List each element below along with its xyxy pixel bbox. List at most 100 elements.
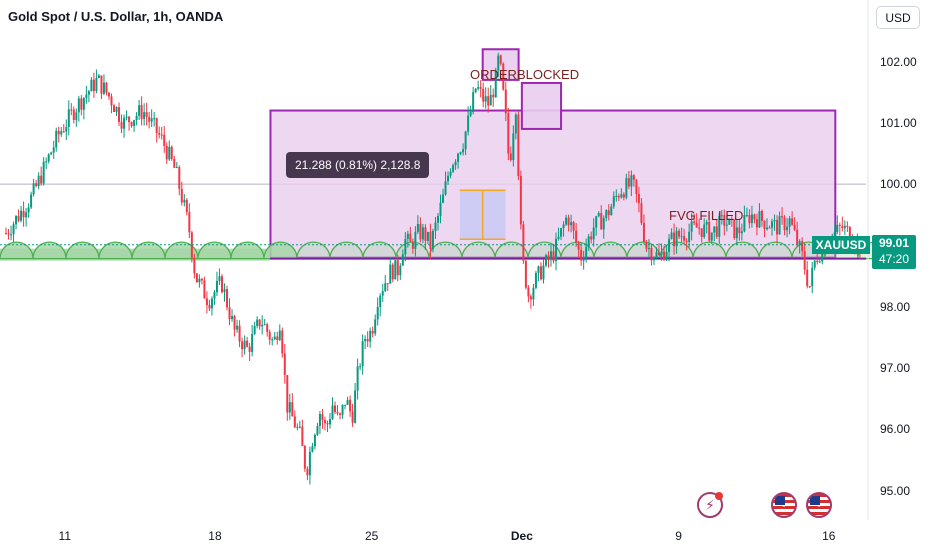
candle-body <box>32 183 35 195</box>
candle-body <box>364 339 367 342</box>
candle-body <box>12 224 15 235</box>
candle-body <box>655 252 658 258</box>
candle-body <box>539 266 542 280</box>
candle-body <box>532 287 535 300</box>
candle-body <box>349 399 352 412</box>
candle-body <box>316 426 319 435</box>
candle-body <box>414 231 417 249</box>
arc-segment <box>0 241 34 260</box>
candle-body <box>153 118 156 120</box>
candle-body <box>25 212 28 218</box>
arc-segment <box>692 241 727 260</box>
candle-body <box>537 266 540 273</box>
candle-body <box>85 94 88 99</box>
candle-body <box>52 147 55 153</box>
candle-body <box>612 196 615 207</box>
us-flag-icon[interactable] <box>806 492 832 518</box>
candle-body <box>848 227 851 243</box>
candle-body <box>228 307 231 320</box>
candle-body <box>685 240 688 242</box>
arc-segment <box>65 241 100 260</box>
candle-body <box>27 207 30 213</box>
candle-body <box>416 223 419 232</box>
candle-body <box>273 336 276 340</box>
notification-dot <box>715 492 723 500</box>
candle-body <box>745 214 748 216</box>
candle-body <box>308 451 311 476</box>
candle-body <box>323 420 326 424</box>
candle-body <box>399 265 402 276</box>
candle-body <box>444 181 447 195</box>
candle-body <box>125 116 128 118</box>
candle-body <box>547 255 550 260</box>
candle-body <box>788 218 791 227</box>
y-tick-label: 97.00 <box>880 361 911 375</box>
x-tick-label: 16 <box>822 529 836 543</box>
candle-body <box>479 87 482 89</box>
candle-body <box>713 226 716 233</box>
candle-body <box>783 217 786 231</box>
candle-body <box>449 171 452 176</box>
candle-body <box>743 215 746 232</box>
candle-body <box>793 224 796 230</box>
candle-body <box>484 96 487 102</box>
candle-body <box>642 222 645 242</box>
candle-body <box>620 194 623 198</box>
candle-body <box>836 224 839 232</box>
candle-body <box>725 224 728 226</box>
arc-segment <box>593 241 628 260</box>
candle-body <box>170 146 173 159</box>
us-flag-icon[interactable] <box>771 492 797 518</box>
lightning-icon[interactable]: ⚡ <box>697 492 723 518</box>
candle-body <box>115 107 118 113</box>
candle-body <box>670 232 673 239</box>
candle-body <box>765 227 768 230</box>
candle-body <box>57 130 60 135</box>
candle-body <box>100 75 103 94</box>
currency-button[interactable]: USD <box>876 6 920 29</box>
candle-body <box>321 414 324 421</box>
candle-body <box>833 231 836 236</box>
candle-body <box>755 219 758 228</box>
candle-body <box>723 215 726 226</box>
y-tick-label: 100.00 <box>880 177 917 192</box>
candle-body <box>389 264 392 284</box>
candle-body <box>748 214 751 224</box>
candle-body <box>123 117 126 129</box>
candle-body <box>107 92 110 97</box>
y-tick-label: 98.00 <box>880 299 911 314</box>
candle-body <box>720 215 723 217</box>
candle-body <box>286 375 289 413</box>
candle-body <box>507 113 510 154</box>
candle-body <box>291 402 294 417</box>
arc-segment <box>494 241 529 260</box>
zone-box <box>269 109 837 259</box>
candle-body <box>35 183 38 187</box>
candle-body <box>306 468 309 476</box>
candle-body <box>489 94 492 106</box>
candle-body <box>251 334 254 352</box>
candle-body <box>821 248 824 262</box>
candle-body <box>627 178 630 187</box>
candle-body <box>354 390 357 423</box>
candle-body <box>148 116 151 122</box>
candle-body <box>379 295 382 308</box>
candle-body <box>570 222 573 226</box>
candle-body <box>637 193 640 204</box>
candle-body <box>625 178 628 198</box>
arc-segment <box>32 241 67 260</box>
candle-body <box>703 224 706 238</box>
candle-body <box>394 260 397 280</box>
candlesticks <box>5 52 861 485</box>
candle-body <box>622 194 625 198</box>
candle-body <box>77 98 80 113</box>
candle-body <box>675 230 678 247</box>
candle-body <box>680 236 683 238</box>
bar-countdown: 47:20 <box>878 252 910 266</box>
candle-body <box>595 216 598 228</box>
candle-body <box>331 405 334 420</box>
candle-body <box>7 233 10 235</box>
candle-body <box>15 215 18 225</box>
candle-body <box>341 404 344 415</box>
